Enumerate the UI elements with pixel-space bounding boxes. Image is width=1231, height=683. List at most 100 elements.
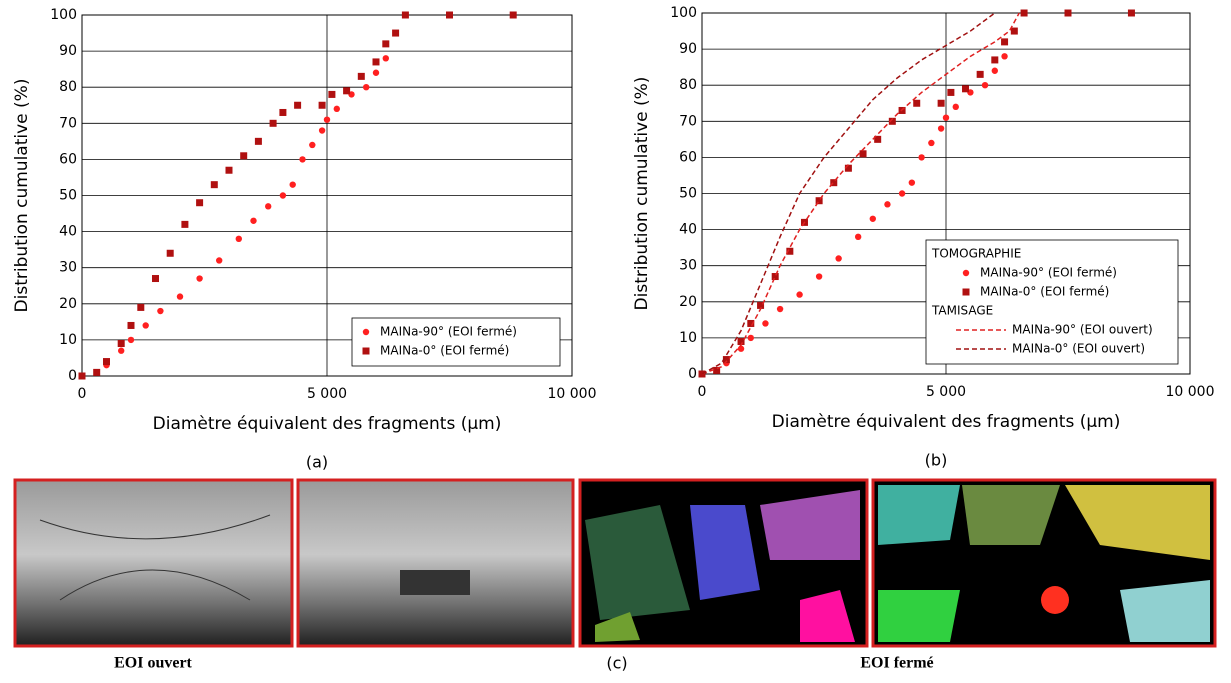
marker bbox=[357, 72, 365, 80]
marker bbox=[279, 192, 287, 199]
marker bbox=[362, 347, 370, 355]
marker bbox=[981, 82, 989, 89]
marker bbox=[908, 179, 916, 186]
marker bbox=[859, 150, 867, 158]
y-tick-label: 0 bbox=[688, 366, 697, 382]
legend bbox=[925, 239, 1179, 365]
marker bbox=[157, 307, 164, 315]
y-tick-label: 30 bbox=[679, 258, 697, 274]
y-tick-label: 0 bbox=[68, 368, 77, 384]
marker bbox=[196, 199, 204, 207]
marker bbox=[294, 101, 302, 109]
marker bbox=[747, 334, 754, 342]
x-tick-label: 0 bbox=[698, 384, 707, 400]
marker bbox=[1001, 53, 1008, 60]
legend-label: MAINa-90° (EOI ouvert) bbox=[1012, 323, 1153, 337]
y-tick-label: 20 bbox=[59, 296, 77, 312]
y-tick-label: 10 bbox=[679, 330, 697, 346]
marker bbox=[392, 29, 400, 37]
photo bbox=[13, 478, 294, 648]
marker bbox=[898, 190, 906, 197]
series-line bbox=[701, 12, 996, 375]
y-tick-label: 60 bbox=[679, 149, 697, 165]
marker bbox=[737, 345, 745, 352]
marker bbox=[117, 340, 125, 348]
x-tick-label: 10 000 bbox=[1166, 384, 1215, 400]
legend-label: MAINa-0° (EOI ouvert) bbox=[1012, 342, 1145, 356]
marker bbox=[372, 69, 380, 76]
marker bbox=[78, 372, 86, 380]
photo-label: EOI ouvert bbox=[114, 655, 192, 672]
marker bbox=[844, 164, 852, 172]
marker bbox=[888, 117, 896, 125]
marker bbox=[771, 273, 779, 281]
marker bbox=[318, 127, 326, 134]
marker bbox=[815, 197, 823, 205]
marker bbox=[176, 293, 184, 300]
marker bbox=[181, 220, 189, 228]
marker bbox=[991, 56, 999, 64]
marker bbox=[103, 358, 110, 366]
marker bbox=[762, 320, 769, 327]
marker bbox=[362, 328, 370, 336]
photo-label: EOI fermé bbox=[860, 655, 933, 672]
marker bbox=[372, 58, 380, 66]
x-tick-label: 5 000 bbox=[307, 386, 347, 402]
marker bbox=[93, 368, 101, 376]
legend bbox=[351, 317, 561, 367]
legend-label: MAINa-90° (EOI fermé) bbox=[380, 325, 517, 339]
y-tick-label: 70 bbox=[679, 113, 697, 129]
y-tick-label: 70 bbox=[59, 115, 77, 131]
segmented-image bbox=[578, 478, 869, 648]
marker bbox=[776, 305, 784, 313]
marker bbox=[127, 321, 135, 329]
marker bbox=[1127, 9, 1135, 17]
marker bbox=[928, 139, 935, 147]
y-axis-label: Distribution cumulative (%) bbox=[632, 77, 652, 311]
marker bbox=[235, 235, 242, 243]
marker bbox=[196, 275, 203, 282]
marker bbox=[166, 249, 174, 257]
caption: (a) bbox=[306, 453, 328, 472]
marker bbox=[382, 55, 389, 62]
marker bbox=[446, 11, 453, 19]
y-tick-label: 30 bbox=[59, 260, 77, 276]
y-tick-label: 60 bbox=[59, 151, 77, 167]
marker bbox=[318, 101, 326, 109]
marker bbox=[254, 137, 262, 145]
y-tick-label: 40 bbox=[679, 222, 697, 238]
marker bbox=[299, 156, 306, 163]
marker bbox=[216, 257, 223, 264]
marker bbox=[127, 336, 135, 344]
marker bbox=[962, 269, 970, 277]
legend-label: MAINa-0° (EOI fermé) bbox=[980, 285, 1109, 299]
x-axis-label: Diamètre équivalent des fragments (µm) bbox=[153, 414, 502, 434]
x-tick-label: 10 000 bbox=[548, 386, 597, 402]
y-tick-label: 50 bbox=[679, 186, 697, 202]
marker bbox=[747, 319, 755, 327]
marker bbox=[240, 152, 248, 160]
marker bbox=[962, 288, 970, 296]
y-tick-label: 80 bbox=[679, 77, 697, 93]
marker bbox=[250, 217, 257, 224]
marker bbox=[757, 301, 765, 309]
marker bbox=[918, 154, 925, 161]
legend-heading: TOMOGRAPHIE bbox=[931, 247, 1021, 261]
y-tick-label: 90 bbox=[59, 43, 77, 59]
marker bbox=[713, 366, 721, 374]
caption: (b) bbox=[925, 451, 948, 470]
marker bbox=[401, 11, 409, 19]
marker bbox=[796, 291, 803, 298]
marker bbox=[323, 116, 331, 123]
marker bbox=[279, 108, 287, 116]
marker bbox=[289, 181, 296, 188]
legend-heading: TAMISAGE bbox=[931, 304, 993, 318]
y-tick-label: 90 bbox=[679, 41, 697, 57]
marker bbox=[333, 105, 340, 113]
marker bbox=[1010, 27, 1018, 35]
y-tick-label: 50 bbox=[59, 188, 77, 204]
marker bbox=[210, 181, 218, 189]
marker bbox=[884, 201, 891, 208]
marker bbox=[830, 179, 838, 187]
